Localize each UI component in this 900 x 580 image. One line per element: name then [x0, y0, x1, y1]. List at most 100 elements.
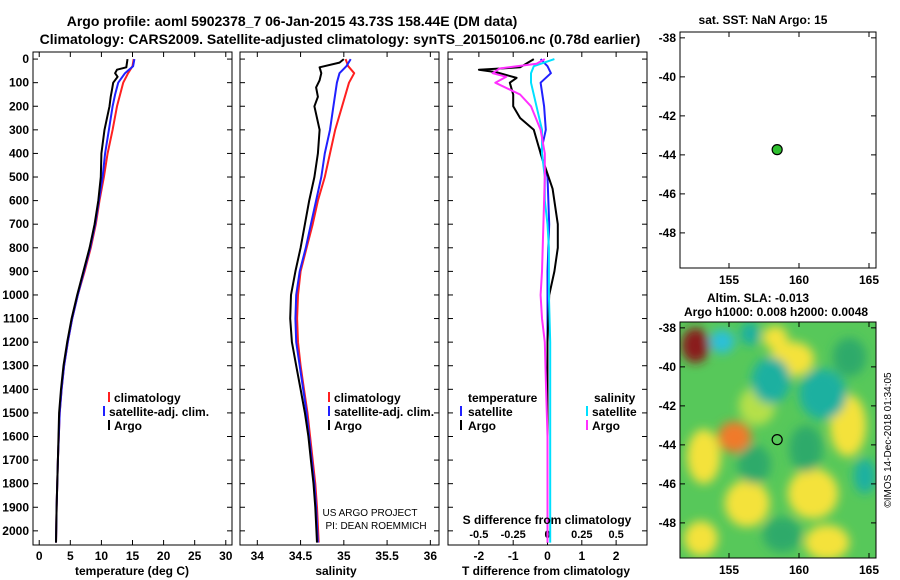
sst-map: -38 -40 -42 -44 -46 -48 155 160 165 — [659, 31, 880, 287]
legend-satellite-swatch — [103, 406, 105, 416]
series-line-s-argo — [491, 58, 549, 543]
sla-anomaly-blob — [687, 429, 721, 484]
lat-tick-label: -42 — [659, 109, 677, 123]
salinity-panel: 34 34.5 35 35.5 36 salinity climatology sate… — [240, 52, 439, 578]
lon-tick-label: 155 — [719, 273, 739, 287]
x-tick-label: 2 — [613, 549, 620, 563]
imos-credit: ©IMOS 14-Dec-2018 01:34:05 — [883, 372, 894, 508]
legend-climatology-swatch — [108, 392, 110, 402]
depth-tick-label: 0 — [22, 52, 29, 66]
depth-tick-label: 800 — [9, 241, 29, 255]
temperature-x-label: temperature (deg C) — [75, 564, 189, 578]
series-line-climatology — [296, 58, 356, 543]
x-tick-label: 15 — [126, 549, 140, 563]
sla-anomaly-blob — [681, 327, 710, 363]
sla-anomaly-blob — [804, 524, 850, 558]
figure-title-line2: Climatology: CARS2009. Satellite-adjuste… — [40, 31, 641, 47]
depth-tick-label: 2000 — [2, 524, 29, 538]
depth-tick-label: 100 — [9, 76, 29, 90]
sla-anomaly-blob — [762, 517, 802, 553]
salinity-legend: climatology satellite-adj. clim. Argo — [328, 391, 434, 433]
depth-tick-label: 1900 — [2, 500, 29, 514]
pi-annotation: PI: DEAN ROEMMICH — [325, 521, 426, 532]
lon-tick-label: 165 — [859, 563, 879, 577]
x-tick-label: 36 — [424, 549, 438, 563]
s-tick-label: -0.25 — [501, 529, 526, 541]
legend-t-satellite-label: satellite — [468, 405, 513, 419]
lat-tick-label: -38 — [659, 321, 677, 335]
sla-anomaly-blob — [717, 421, 752, 453]
figure-title-line1: Argo profile: aoml 5902378_7 06-Jan-2015… — [67, 13, 518, 29]
legend-argo-label: Argo — [334, 419, 362, 433]
legend-s-satellite-label: satellite — [592, 405, 637, 419]
legend-t-argo-label: Argo — [468, 419, 496, 433]
sla-anomaly-blob — [751, 357, 791, 404]
lat-tick-label: -40 — [659, 70, 677, 84]
sla-map: -38 -40 -42 -44 -46 -48 155 160 165 — [659, 321, 880, 577]
temperature-panel-frame — [32, 51, 233, 546]
temperature-panel: 0100200300400500600700800900100011001200… — [2, 52, 233, 578]
sla-anomaly-blob — [853, 458, 876, 494]
sla-anomaly-blob — [787, 468, 839, 519]
depth-tick-label: 1500 — [2, 406, 29, 420]
salinity-panel-frame — [239, 51, 440, 546]
sla-anomaly-blob — [799, 368, 847, 420]
legend-salinity-title: salinity — [594, 391, 636, 405]
project-annotation: US ARGO PROJECT — [322, 508, 417, 519]
depth-tick-label: 200 — [9, 99, 29, 113]
legend-argo-swatch — [108, 420, 110, 430]
depth-tick-label: 1300 — [2, 359, 29, 373]
sla-anomaly-blob — [789, 425, 823, 473]
legend-satellite-swatch — [328, 406, 330, 416]
depth-tick-label: 1000 — [2, 288, 29, 302]
depth-tick-label: 1700 — [2, 453, 29, 467]
depth-tick-label: 1600 — [2, 429, 29, 443]
argo-position-marker — [771, 144, 783, 156]
sla-anomaly-blob — [762, 325, 788, 350]
lon-tick-label: 160 — [789, 563, 809, 577]
x-tick-label: 5 — [67, 549, 74, 563]
depth-tick-label: 900 — [9, 264, 29, 278]
lat-tick-label: -46 — [659, 477, 677, 491]
legend-satellite-label: satellite-adj. clim. — [334, 405, 434, 419]
difference-panel: -2 -1 0 1 2-0.5 -0.25 0 0.25 0.5 T difference fr… — [448, 52, 647, 578]
sla-anomaly-blob — [740, 322, 760, 346]
x-tick-label: 34.5 — [289, 549, 313, 563]
lat-tick-label: -48 — [659, 516, 677, 530]
legend-temperature-title: temperature — [468, 391, 538, 405]
depth-tick-label: 1800 — [2, 477, 29, 491]
salinity-x-label: salinity — [315, 564, 357, 578]
lon-tick-label: 165 — [859, 273, 879, 287]
series-line-argo — [55, 58, 129, 543]
legend-argo-label: Argo — [114, 419, 142, 433]
sla-anomaly-blob — [737, 444, 771, 484]
x-tick-label: 35 — [337, 549, 351, 563]
legend-argo-swatch — [328, 420, 330, 430]
sla-anomaly-blob — [832, 337, 867, 377]
lon-tick-label: 155 — [719, 563, 739, 577]
x-tick-label: 34 — [251, 549, 265, 563]
legend-climatology-label: climatology — [334, 391, 401, 405]
legend-t-argo-swatch — [460, 420, 462, 430]
x-tick-label: 30 — [219, 549, 233, 563]
argo-position-marker — [771, 434, 783, 446]
series-line-climatology — [55, 58, 135, 543]
temperature-legend: climatology satellite-adj. clim. Argo — [103, 391, 209, 433]
x-tick-label: 0 — [544, 549, 551, 563]
lat-tick-label: -42 — [659, 399, 677, 413]
x-tick-label: 1 — [578, 549, 585, 563]
x-tick-label: 35.5 — [375, 549, 399, 563]
sla-anomaly-blob — [684, 520, 718, 557]
series-line-satellite-adj-clim- — [55, 58, 136, 543]
sla-map-title-line2: Argo h1000: 0.008 h2000: 0.0048 — [684, 305, 868, 319]
x-tick-label: 20 — [157, 549, 171, 563]
legend-climatology-label: climatology — [114, 391, 181, 405]
legend-s-argo-swatch — [586, 420, 588, 430]
legend-satellite-label: satellite-adj. clim. — [109, 405, 209, 419]
depth-tick-label: 400 — [9, 146, 29, 160]
t-diff-x-label: T difference from climatology — [462, 564, 630, 578]
sla-map-frame — [679, 321, 877, 559]
x-tick-label: -2 — [474, 549, 485, 563]
legend-s-satellite-swatch — [586, 406, 588, 416]
